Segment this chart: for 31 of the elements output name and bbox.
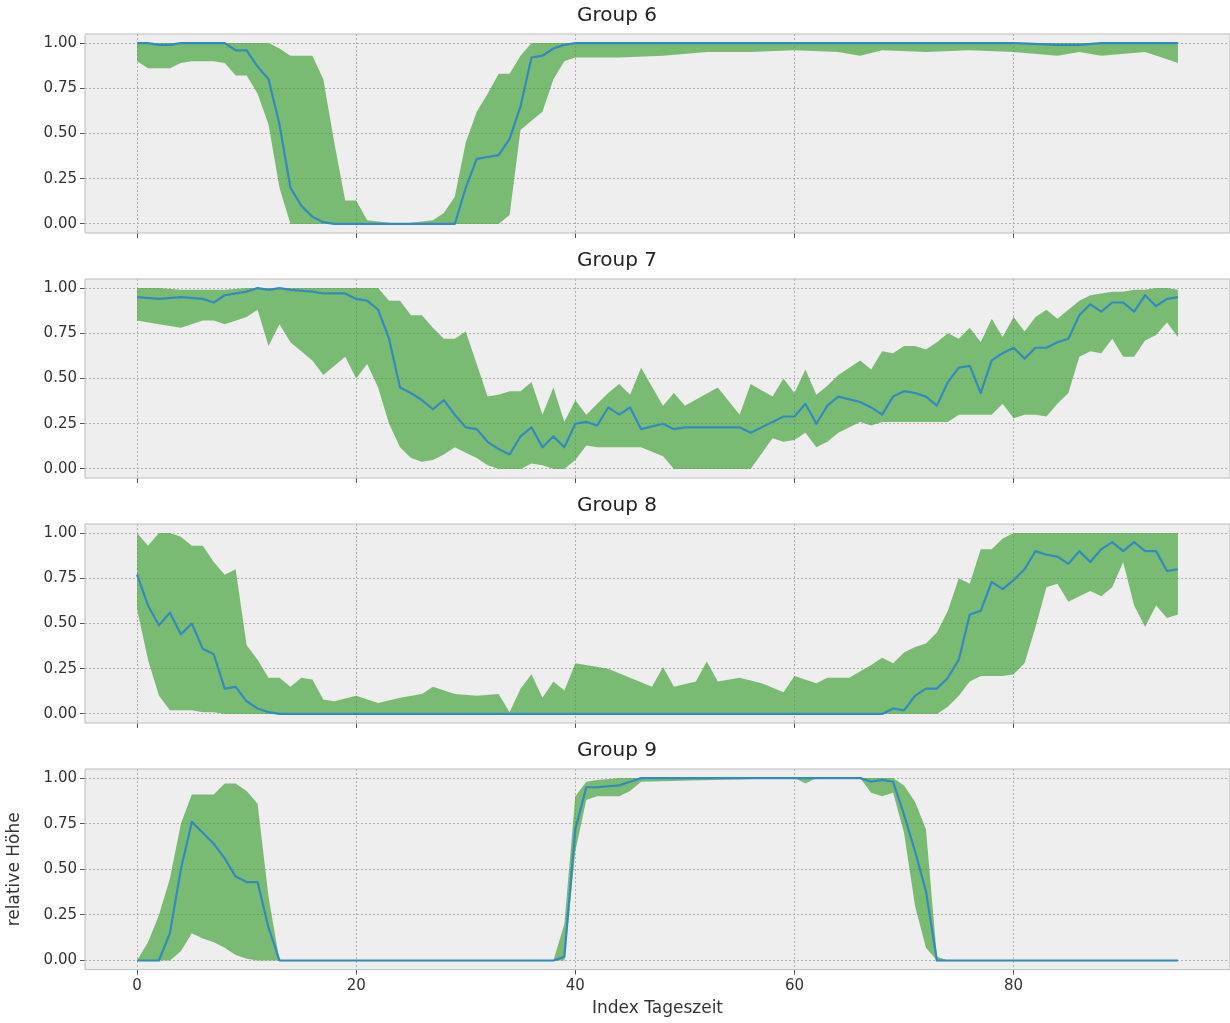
y-tick-label: 0.00 <box>43 458 77 477</box>
chart-title: Group 8 <box>577 492 657 517</box>
y-tick-label: 1.00 <box>43 277 77 296</box>
y-tick-label: 0.00 <box>43 213 77 232</box>
y-tick-label: 0.25 <box>43 904 77 923</box>
y-tick-label: 0.75 <box>43 78 77 97</box>
y-tick-label: 0.25 <box>43 658 77 677</box>
y-tick-label: 1.00 <box>43 32 77 51</box>
x-tick-label: 80 <box>1004 976 1024 995</box>
y-tick-label: 1.00 <box>43 522 77 541</box>
y-tick-label: 0.00 <box>43 950 77 969</box>
y-tick-label: 0.25 <box>43 168 77 187</box>
x-tick-label: 40 <box>565 976 585 995</box>
x-tick-label: 0 <box>132 976 142 995</box>
chart-title: Group 9 <box>577 737 657 762</box>
y-tick-label: 0.50 <box>43 613 77 632</box>
y-tick-label: 0.50 <box>43 859 77 878</box>
y-tick-label: 0.75 <box>43 568 77 587</box>
y-tick-label: 0.75 <box>43 323 77 342</box>
y-tick-label: 0.50 <box>43 368 77 387</box>
y-tick-label: 0.25 <box>43 413 77 432</box>
x-tick-label: 20 <box>346 976 366 995</box>
chart-title: Group 7 <box>577 247 657 272</box>
chart-title: Group 6 <box>577 2 657 27</box>
x-axis-title: Index Tageszeit <box>591 997 724 1018</box>
y-axis-title: relative Höhe <box>2 812 23 927</box>
y-tick-label: 0.00 <box>43 703 77 722</box>
y-tick-label: 0.50 <box>43 123 77 142</box>
x-tick-label: 60 <box>784 976 805 995</box>
y-tick-label: 1.00 <box>43 768 77 787</box>
y-tick-label: 0.75 <box>43 813 77 832</box>
